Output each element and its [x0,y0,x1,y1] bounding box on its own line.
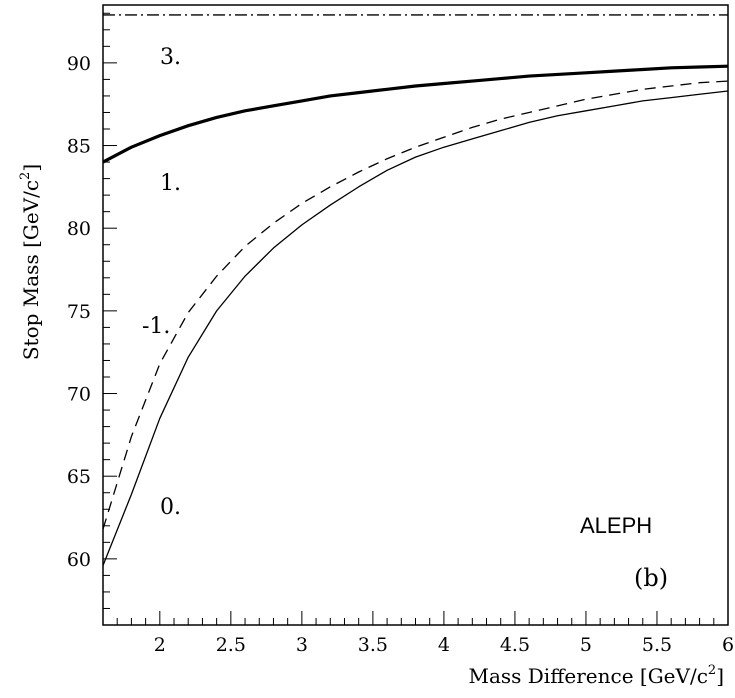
y-tick-label: 90 [67,53,91,75]
minor-ticks [102,12,715,625]
tick-labels: 2 2.5 3 3.5 4 4.5 5 5.5 6 60 65 70 75 80 85 90 [67,53,734,656]
x-tick-label: 4.5 [500,634,530,656]
experiment-label: ALEPH [580,513,652,538]
curve-label-1: 1. [160,171,181,196]
x-tick-label: 5.5 [642,634,672,656]
y-axis-label-main: Stop Mass [GeV/c [19,180,43,360]
y-tick-label: 65 [67,466,91,488]
major-ticks [103,62,729,625]
series-lines [102,14,729,566]
x-tick-label: 5 [580,634,592,656]
x-tick-label: 3 [296,634,308,656]
x-axis-label-main: Mass Difference [GeV/c [468,664,707,688]
y-axis-label-sup: 2 [18,172,33,180]
x-tick-label: 6 [722,634,734,656]
series-line-1 [102,64,729,164]
x-tick-label: 4 [438,634,450,656]
series-line-minus1 [102,80,729,530]
y-axis-label: Stop Mass [GeV/c2] [18,164,43,360]
x-axis-label-sup: 2 [708,663,716,678]
x-tick-label: 2.5 [216,634,246,656]
y-tick-label: 70 [67,384,91,406]
panel-label: (b) [634,564,668,592]
y-tick-label: 75 [67,301,91,323]
x-tick-label: 3.5 [358,634,388,656]
curve-label-3: 3. [160,45,181,70]
x-axis-label-close: ] [716,664,724,688]
curve-label-0: 0. [160,495,181,520]
y-axis-label-close: ] [19,164,43,172]
series-line-0 [102,90,729,566]
y-tick-label: 85 [67,136,91,158]
x-tick-label: 2 [154,634,166,656]
x-axis-label: Mass Difference [GeV/c2] [468,663,724,688]
y-tick-label: 80 [67,218,91,240]
curve-label-minus1: -1. [142,314,170,339]
y-tick-label: 60 [67,549,91,571]
